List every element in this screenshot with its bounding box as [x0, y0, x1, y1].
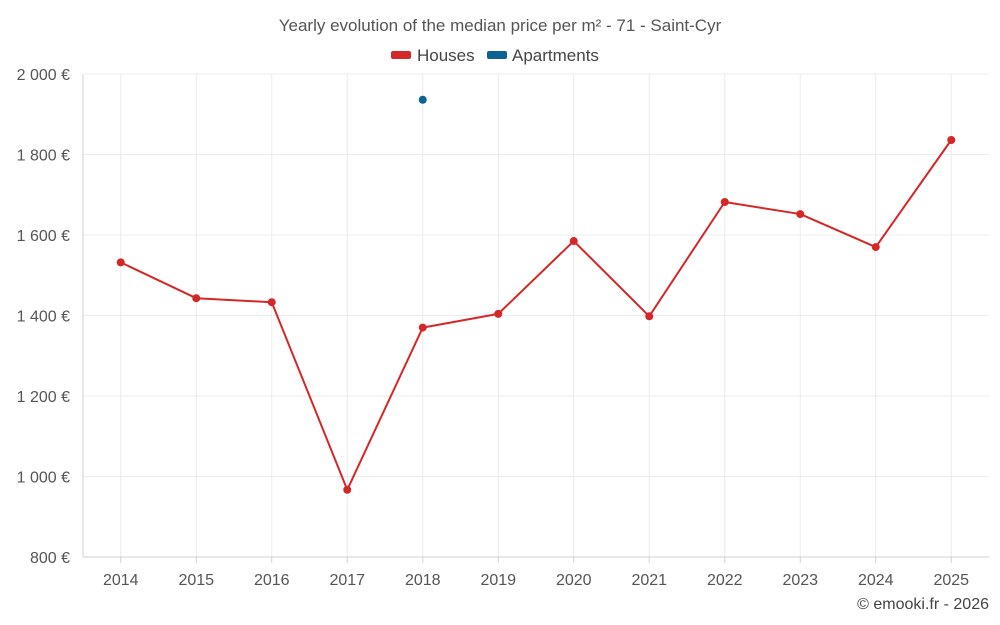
y-tick-label: 1 400 €: [17, 309, 70, 326]
x-tick-label: 2014: [103, 572, 139, 589]
y-tick-label: 1 600 €: [17, 228, 70, 245]
data-point-houses[interactable]: [267, 298, 276, 307]
grid: [83, 73, 989, 557]
legend-item-apartments[interactable]: Apartments: [487, 46, 599, 65]
data-point-houses[interactable]: [343, 485, 352, 494]
x-tick-label: 2024: [858, 572, 894, 589]
x-tick-label: 2019: [480, 572, 516, 589]
data-point-houses[interactable]: [796, 210, 805, 219]
legend-swatch-apartments: [487, 51, 507, 59]
data-point-houses[interactable]: [569, 237, 578, 246]
data-point-houses[interactable]: [494, 309, 503, 318]
y-tick-label: 800 €: [30, 550, 70, 567]
y-tick-label: 1 200 €: [17, 389, 70, 406]
x-tick-label: 2018: [405, 572, 441, 589]
series: [116, 95, 956, 494]
data-point-houses[interactable]: [871, 243, 880, 252]
series-houses: [116, 136, 956, 494]
x-tick-label: 2016: [254, 572, 290, 589]
x-tick-label: 2015: [178, 572, 214, 589]
axes: 800 € 1 000 € 1 200 € 1 400 € 1 600 € 1 800 €…: [17, 67, 989, 589]
data-point-houses[interactable]: [418, 323, 427, 332]
legend-label-houses: Houses: [417, 46, 475, 65]
legend-item-houses[interactable]: Houses: [391, 46, 475, 65]
legend-swatch-houses: [391, 51, 411, 59]
series-apartments: [418, 95, 427, 104]
data-point-houses[interactable]: [645, 312, 654, 321]
data-point-houses[interactable]: [192, 294, 201, 303]
x-tick-label: 2021: [631, 572, 667, 589]
data-point-houses[interactable]: [116, 258, 125, 267]
data-point-houses[interactable]: [947, 136, 956, 145]
x-tick-label: 2023: [782, 572, 818, 589]
x-tick-label: 2017: [329, 572, 365, 589]
y-tick-label: 1 800 €: [17, 148, 70, 165]
y-tick-label: 1 000 €: [17, 470, 70, 487]
x-tick-label: 2022: [707, 572, 743, 589]
data-point-houses[interactable]: [720, 197, 729, 206]
x-tick-label: 2020: [556, 572, 592, 589]
legend-label-apartments: Apartments: [512, 46, 599, 65]
chart-title: Yearly evolution of the median price per…: [279, 16, 722, 35]
x-tick-label: 2025: [933, 572, 969, 589]
credit-text: © emooki.fr - 2026: [857, 596, 989, 613]
data-point-apartments[interactable]: [418, 95, 427, 104]
series-line-houses: [120, 139, 953, 491]
legend: Houses Apartments: [391, 46, 599, 65]
y-tick-label: 2 000 €: [17, 67, 70, 84]
